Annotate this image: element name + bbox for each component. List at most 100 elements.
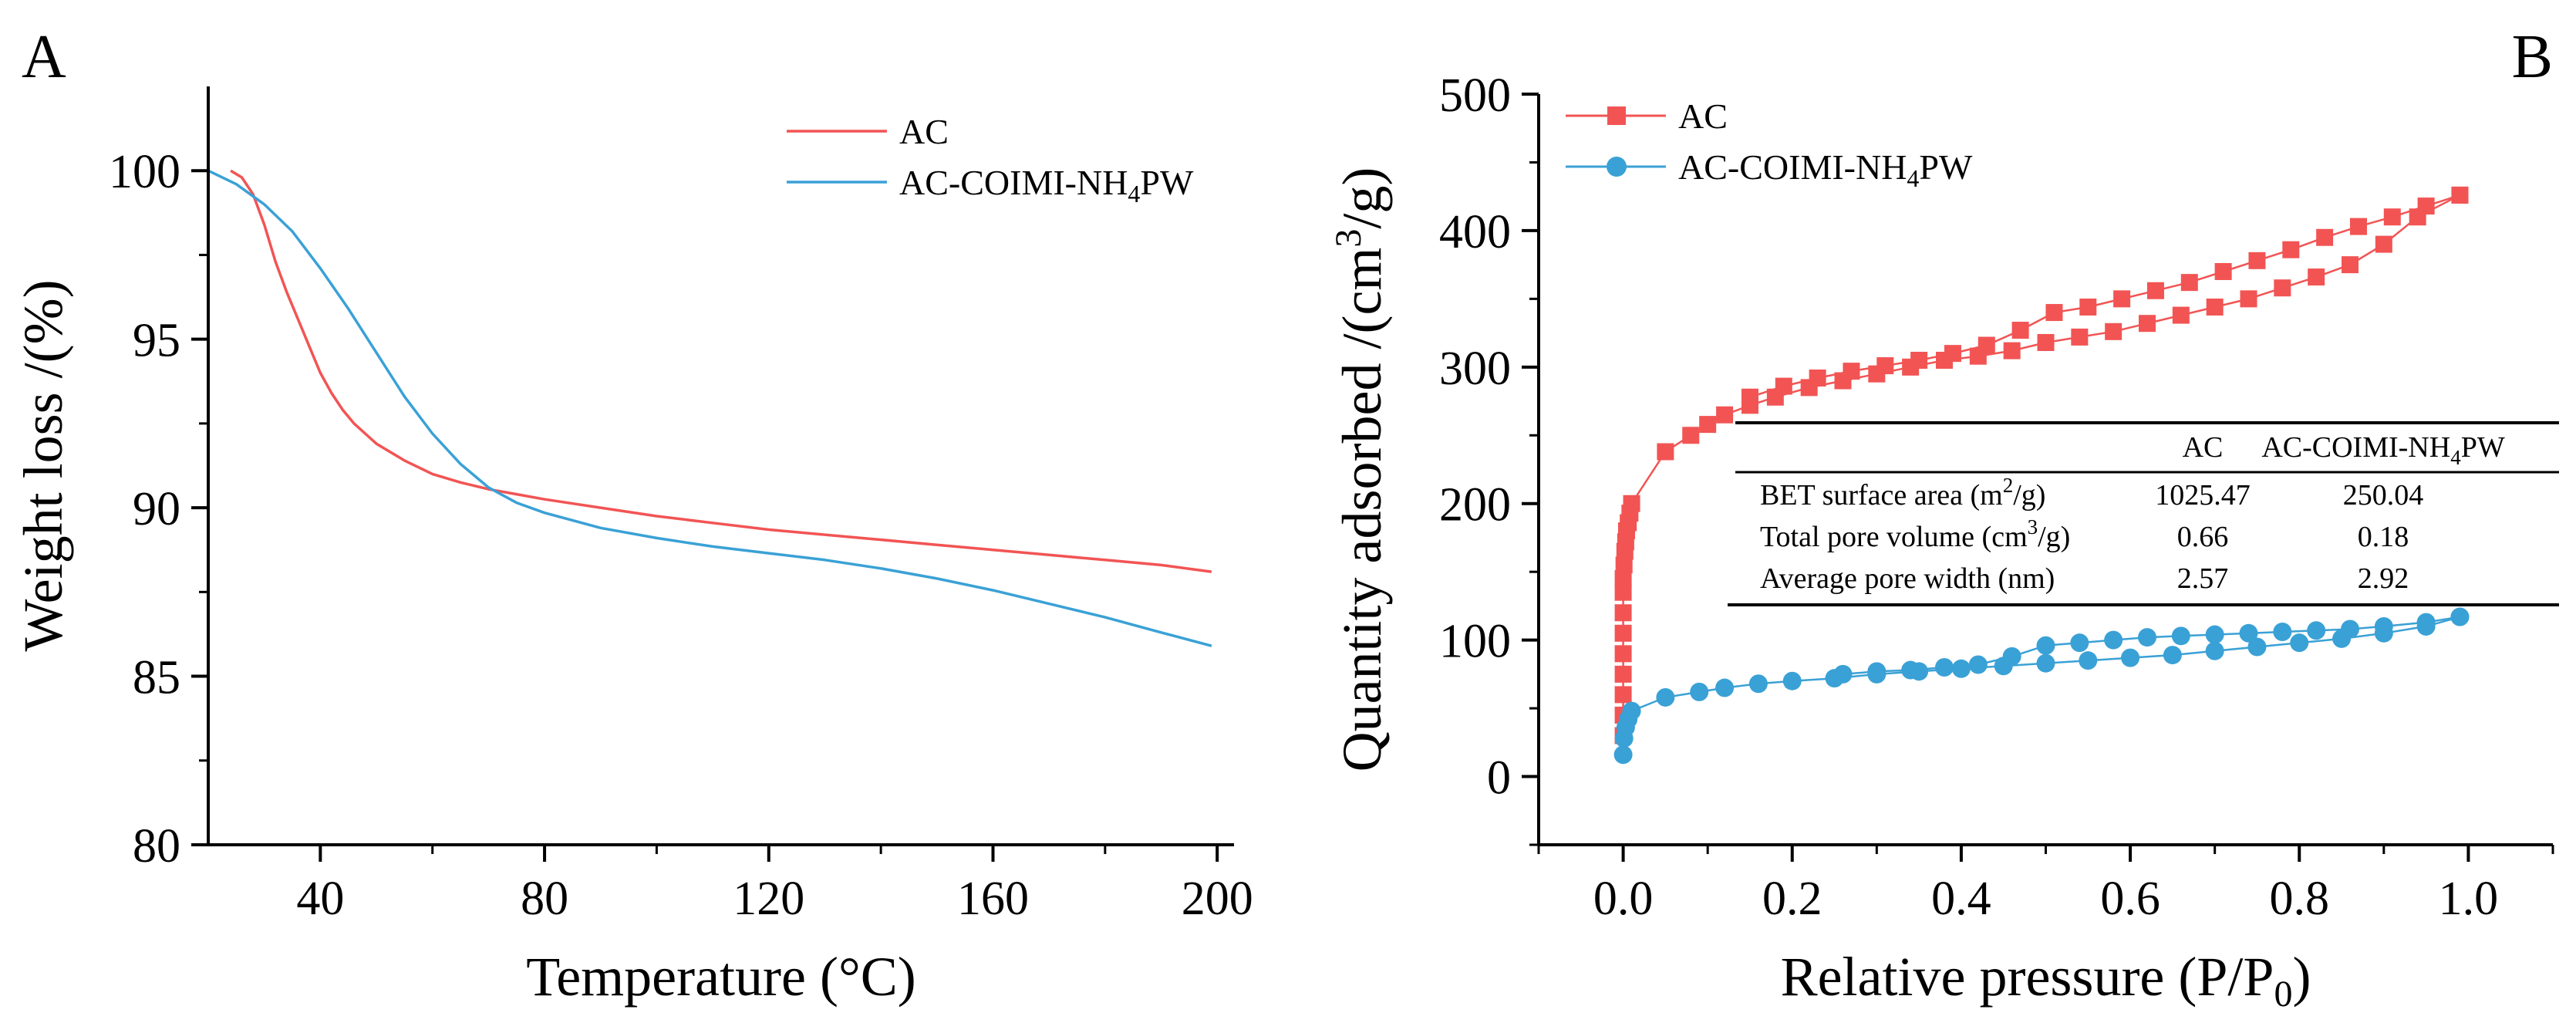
panel-b-legend-label-1-main: AC-COIMI-NH xyxy=(1678,147,1907,187)
panel-b-point-ac-coimi xyxy=(1833,664,1853,684)
panel-b-legend-label-0-main: AC xyxy=(1678,96,1728,136)
panel-b-point-ac-coimi xyxy=(2205,625,2224,644)
panel-b-point-ac xyxy=(2172,306,2190,324)
panel-b-point-ac xyxy=(2316,228,2334,246)
panel-b-point-ac-coimi xyxy=(1690,682,1709,701)
panel-b-point-ac xyxy=(2214,262,2232,280)
panel-a-legend-label-1: AC-COIMI-NH4PW xyxy=(899,163,1194,208)
table-cell-composite-0: 250.04 xyxy=(2343,479,2424,512)
table-row-label-0: BET surface area (m2/g) xyxy=(1760,474,2045,512)
panel-b-legend-marker-1 xyxy=(1607,157,1627,177)
panel-b-x-axis-title-main: Relative pressure (P/P xyxy=(1781,946,2274,1008)
panel-b-legend-label-1: AC-COIMI-NH4PW xyxy=(1678,147,1973,192)
panel-b-point-ac-coimi xyxy=(1935,658,1954,677)
panel-b-x-axis-title-sub: 0 xyxy=(2274,974,2292,1015)
panel-b-point-ac-coimi xyxy=(2104,630,2123,650)
panel-b-x-tick-label: 0.0 xyxy=(1593,873,1654,925)
panel-b-y-tick-label: 400 xyxy=(1439,206,1511,258)
panel-b-point-ac xyxy=(2146,282,2164,299)
panel-label-a: A xyxy=(22,23,66,91)
table-row-label-1-sup: 3 xyxy=(2028,515,2038,539)
panel-b-point-ac xyxy=(1843,363,1860,380)
panel-b-x-axis-title-tail: ) xyxy=(2292,946,2311,1008)
chart-panel-b: 0.0 0.2 0.4 0.6 0.8 1.0 0 100 200 300 400 500 AC AC-… xyxy=(1328,69,2559,1015)
panel-b-point-ac-coimi xyxy=(1622,701,1641,721)
panel-b-point-ac-coimi xyxy=(2416,613,2436,632)
panel-b-point-ac xyxy=(1623,495,1640,512)
panel-b-point-ac xyxy=(2417,198,2435,215)
panel-b-point-ac xyxy=(1910,351,1928,369)
panel-b-point-ac xyxy=(2079,298,2097,316)
panel-b-point-ac xyxy=(1775,377,1792,395)
panel-b-point-ac xyxy=(2349,218,2367,235)
panel-b-point-ac-coimi xyxy=(2247,637,2267,657)
panel-b-y-axis-title: Quantity adsorbed /(cm3/g) xyxy=(1328,167,1393,772)
panel-b-point-ac xyxy=(1615,556,1633,574)
panel-b-point-ac-coimi xyxy=(2273,623,2292,642)
panel-b-point-ac xyxy=(1614,570,1632,588)
panel-b-point-ac-coimi xyxy=(1867,662,1886,681)
panel-b-point-ac-coimi xyxy=(2450,607,2470,626)
panel-b-y-axis-title-tail: /g) xyxy=(1331,167,1393,229)
panel-b-point-ac xyxy=(1876,357,1894,375)
panel-b-point-ac xyxy=(2105,322,2123,340)
panel-b-point-ac-coimi xyxy=(2070,633,2089,653)
panel-b-point-ac-coimi xyxy=(1951,659,1971,678)
panel-a-legend-label-1-sub: 4 xyxy=(1128,180,1140,208)
panel-b-point-ac-coimi xyxy=(1715,678,1735,697)
panel-b-point-ac xyxy=(1809,369,1826,387)
table-row-label-1-tail: /g) xyxy=(2038,521,2070,553)
panel-b-point-ac xyxy=(1614,624,1632,642)
table-row-label-2-main: Average pore width (nm) xyxy=(1760,562,2055,595)
panel-b-point-ac-coimi xyxy=(2341,620,2359,639)
panel-b-point-ac-coimi xyxy=(2205,641,2224,660)
panel-b-point-ac xyxy=(2071,328,2089,346)
panel-b-legend-label-1-sub: 4 xyxy=(1907,164,1919,192)
table-cell-ac-2: 2.57 xyxy=(2177,562,2229,595)
panel-b-point-ac-coimi xyxy=(2171,626,2190,646)
panel-b-x-tick-label: 0.8 xyxy=(2270,873,2330,925)
panel-b-point-ac-coimi xyxy=(1656,687,1675,707)
panel-b-legend-marker-0 xyxy=(1607,106,1626,125)
panel-a-y-tick-label: 90 xyxy=(133,483,180,535)
panel-b-point-ac-coimi xyxy=(2036,636,2055,655)
panel-b-point-ac-coimi xyxy=(2002,647,2021,666)
panel-b-point-ac xyxy=(2308,268,2325,286)
panel-b-y-tick-label: 200 xyxy=(1439,479,1511,532)
panel-b-point-ac xyxy=(1741,388,1758,406)
panel-b-point-ac xyxy=(1614,686,1632,704)
panel-b-y-tick-label: 300 xyxy=(1439,343,1511,395)
panel-a-y-tick-label: 85 xyxy=(133,652,180,704)
panel-b-point-ac xyxy=(2282,241,2300,258)
table-header-composite-sub: 4 xyxy=(2450,446,2461,469)
panel-b-point-ac xyxy=(2248,252,2266,269)
panel-b-legend-label-1-tail: PW xyxy=(1919,147,1973,187)
panel-b-y-tick-label: 100 xyxy=(1439,616,1511,668)
table-cell-composite-1: 0.18 xyxy=(2358,521,2409,553)
table-row-label-1: Total pore volume (cm3/g) xyxy=(1760,515,2070,553)
panel-b-point-ac xyxy=(2342,256,2359,274)
panel-b-point-ac xyxy=(2011,322,2029,339)
panel-b-x-tick-label: 0.4 xyxy=(1931,873,1991,925)
panel-b-point-ac-coimi xyxy=(2290,633,2309,653)
panel-a-x-axis-title: Temperature (°C) xyxy=(526,946,916,1008)
table-cell-composite-2: 2.92 xyxy=(2358,562,2409,595)
panel-label-b: B xyxy=(2512,23,2553,91)
chart-panel-a: 40 80 120 160 200 80 85 90 95 100 AC AC-COIMI-NH4P… xyxy=(12,86,1253,1008)
panel-b-x-tick-label: 0.6 xyxy=(2100,873,2160,925)
panel-b-point-ac-coimi xyxy=(2307,621,2326,640)
panel-b-point-ac xyxy=(2113,290,2131,308)
table-header-composite: AC-COIMI-NH4PW xyxy=(2261,431,2505,469)
panel-a-legend-label-1-main: AC-COIMI-NH xyxy=(899,163,1128,202)
table-cell-ac-1: 0.66 xyxy=(2177,521,2229,553)
panel-a-y-tick-label: 80 xyxy=(133,820,180,873)
panel-b-point-ac xyxy=(1682,427,1700,444)
panel-b-point-ac xyxy=(2045,304,2063,322)
table-row-label-0-tail: /g) xyxy=(2013,479,2045,512)
table-row-label-0-sup: 2 xyxy=(2003,474,2014,497)
panel-b-point-ac-coimi xyxy=(1901,660,1920,680)
panel-b-point-ac xyxy=(1614,645,1632,663)
panel-b-point-ac xyxy=(2206,298,2224,316)
panel-b-legend-label-0: AC xyxy=(1678,96,1728,136)
